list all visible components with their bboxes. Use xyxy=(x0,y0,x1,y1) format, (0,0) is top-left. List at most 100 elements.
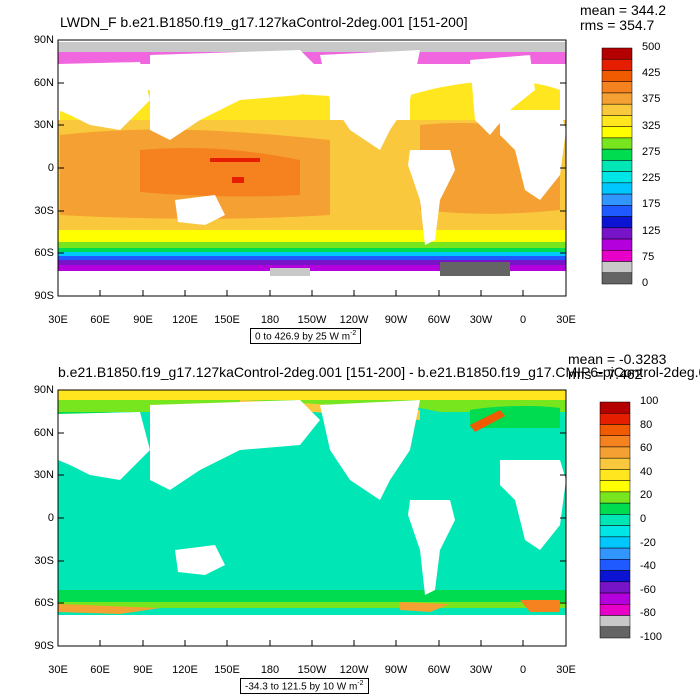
colorbar-swatch xyxy=(599,536,631,549)
lon-label: 30E xyxy=(556,664,576,676)
lon-ticks xyxy=(57,290,567,296)
map-plot xyxy=(57,389,631,647)
colorbar-swatch xyxy=(599,480,631,493)
colorbar-swatch xyxy=(599,446,631,459)
lon-label: 150W xyxy=(297,664,327,676)
lat-ticks xyxy=(58,389,566,604)
colorbar-label: -20 xyxy=(640,536,656,549)
contour-range-box: 0 to 426.9 by 25 W m-2 xyxy=(250,328,362,345)
colorbar-swatch xyxy=(599,514,631,526)
colorbar-swatch xyxy=(601,103,633,116)
lon-label: 120E xyxy=(172,314,198,326)
lat-label: 90S xyxy=(34,640,54,652)
colorbar-swatch xyxy=(599,491,631,504)
colorbar-swatch xyxy=(601,250,633,262)
colorbar-label: 75 xyxy=(642,250,655,263)
colorbar-label: 175 xyxy=(642,198,661,211)
lat-label: 90N xyxy=(33,34,54,46)
lon-label: 30E xyxy=(556,314,576,326)
lon-label: 90E xyxy=(133,664,153,676)
lon-label: 180 xyxy=(260,664,280,676)
panel-absolute: LWDN_F b.e21.B1850.f19_g17.127kaControl-… xyxy=(33,2,667,345)
lon-label: 30E xyxy=(48,314,68,326)
lon-label: 90W xyxy=(384,664,408,676)
lat-label: 60S xyxy=(34,247,54,259)
colorbar-swatch xyxy=(601,193,633,206)
rms-stat: rms = 354.7 xyxy=(580,17,655,33)
colorbar-label: 60 xyxy=(640,442,653,455)
colorbar-swatch xyxy=(599,457,631,470)
map-field xyxy=(58,390,566,646)
colorbar-swatch xyxy=(601,115,633,127)
colorbar-swatch xyxy=(601,261,633,274)
lat-label: 60N xyxy=(33,427,54,439)
colorbar-label: -100 xyxy=(640,631,663,643)
contour-range-text: 0 to 426.9 by 25 xyxy=(255,331,327,343)
lat-ticks xyxy=(58,39,566,254)
panel-difference: b.e21.B1850.f19_g17.127kaControl-2deg.00… xyxy=(0,350,700,700)
colorbar-swatch xyxy=(601,81,633,94)
lon-label: 30W xyxy=(469,314,493,326)
lat-label: 60S xyxy=(34,597,54,609)
colorbar-label: 40 xyxy=(640,465,653,478)
lon-label: 150W xyxy=(297,314,327,326)
map-field xyxy=(58,40,566,296)
colorbar-swatch xyxy=(601,238,633,251)
colorbar-swatch xyxy=(599,424,631,436)
colorbar-swatch xyxy=(601,137,633,150)
colorbar-label: 0 xyxy=(642,277,649,289)
colorbar-label: 325 xyxy=(642,119,661,132)
lon-label: 30E xyxy=(48,664,68,676)
lat-label: 90S xyxy=(34,290,54,302)
lon-label: 0 xyxy=(519,664,527,676)
colorbar-label: 225 xyxy=(642,172,661,185)
rms-stat: rms = 7.462 xyxy=(568,366,643,382)
lon-label: 120W xyxy=(339,314,369,326)
colorbar-swatch xyxy=(601,148,633,161)
lat-label: 30N xyxy=(33,469,54,481)
colorbar-swatch xyxy=(601,126,633,139)
colorbar-swatch xyxy=(599,525,631,538)
colorbar-label: -80 xyxy=(640,607,656,620)
colorbar-swatch xyxy=(599,604,631,616)
lon-label: 30W xyxy=(469,664,493,676)
colorbar-label: 20 xyxy=(640,489,653,502)
colorbar-swatch xyxy=(599,581,631,594)
colorbar-swatch xyxy=(599,412,631,425)
lat-label: 0 xyxy=(47,162,54,174)
units-text: W m xyxy=(329,331,351,343)
colorbar-swatch xyxy=(599,615,631,628)
colorbar-label: 425 xyxy=(642,67,661,80)
lon-label: 150E xyxy=(214,314,240,326)
colorbar-swatch xyxy=(601,272,633,285)
colorbar-label: 0 xyxy=(640,513,647,525)
lat-label: 30N xyxy=(33,119,54,131)
units-exponent: -2 xyxy=(350,330,357,337)
lon-label: 60W xyxy=(427,314,451,326)
units-exponent: -2 xyxy=(357,680,364,687)
colorbar-swatch xyxy=(601,160,633,172)
colorbar-label: 80 xyxy=(640,418,653,431)
lat-label: 0 xyxy=(47,512,54,524)
lat-label: 30S xyxy=(34,555,54,567)
lon-label: 0 xyxy=(519,314,527,326)
colorbar-swatch xyxy=(601,47,633,60)
lat-label: 90N xyxy=(33,384,54,396)
colorbar-swatch xyxy=(599,592,631,605)
colorbar-swatch xyxy=(599,502,631,515)
colorbar-swatch xyxy=(601,182,633,195)
colorbar-swatch xyxy=(599,435,631,448)
colorbar-swatch xyxy=(599,559,631,571)
colorbar-swatch xyxy=(601,58,633,71)
lon-label: 90W xyxy=(384,314,408,326)
colorbar-label: 125 xyxy=(642,224,661,237)
colorbar-label: -40 xyxy=(640,560,656,573)
panel-title: b.e21.B1850.f19_g17.127kaControl-2deg.00… xyxy=(58,364,700,380)
panel-title: LWDN_F b.e21.B1850.f19_g17.127kaControl-… xyxy=(60,14,468,30)
lon-ticks xyxy=(57,640,567,646)
contour-range-box: -34.3 to 121.5 by 10 W m-2 xyxy=(240,678,369,695)
colorbar-label: 100 xyxy=(640,395,659,407)
colorbar-label: 500 xyxy=(642,41,661,53)
lon-label: 120W xyxy=(339,664,369,676)
mean-stat: mean = 344.2 xyxy=(580,2,667,18)
